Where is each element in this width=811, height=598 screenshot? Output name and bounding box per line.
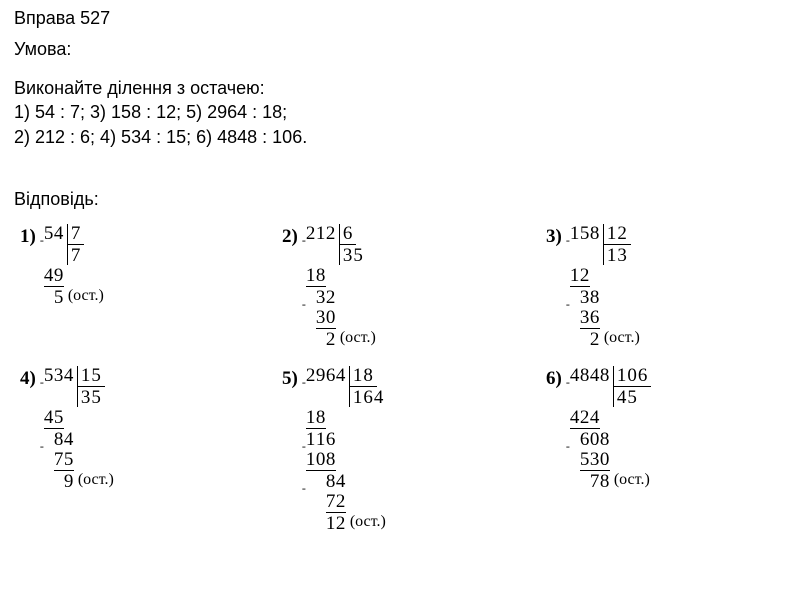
quotient: 164	[350, 387, 388, 407]
calc-step: -32	[302, 288, 376, 307]
calc-step: -116	[302, 430, 388, 449]
condition-intro: Виконайте ділення з остачею:	[14, 76, 797, 100]
problem-3: 3) -158 12 13 -12 -38 -36 -2(ост.)	[546, 224, 640, 350]
calc-step: -108	[302, 450, 388, 471]
calc-step: -49	[40, 266, 104, 287]
condition-line-1: 1) 54 : 7; 3) 158 : 12; 5) 2964 : 18;	[14, 100, 797, 124]
calc-step: -424	[566, 408, 652, 429]
calc-step: -18	[302, 408, 388, 429]
long-division-5: -2964 18 164 -18 -116 -108 -84	[302, 366, 388, 534]
calc-step: -2(ост.)	[302, 330, 376, 349]
problem-4: 4) -534 15 35 -45 -84 -75 -9(ост.)	[20, 366, 114, 492]
divisor: 12	[604, 224, 631, 245]
calc-step: -72	[302, 492, 388, 513]
calc-step: -75	[40, 450, 114, 471]
divisor: 18	[350, 366, 377, 387]
long-division-4: -534 15 35 -45 -84 -75 -9(ост.)	[40, 366, 114, 492]
remainder-label: (ост.)	[68, 288, 104, 304]
long-division-6: -4848 106 45 -424 -608 -530 -78(ост.)	[566, 366, 652, 492]
quotient: 13	[604, 245, 631, 265]
remainder-label: (ост.)	[350, 514, 386, 530]
problem-1-label: 1)	[20, 224, 36, 248]
quotient: 35	[340, 245, 367, 265]
problem-3-label: 3)	[546, 224, 562, 248]
long-division-2: -212 6 35 -18 -32 -30 -2(ост.)	[302, 224, 376, 350]
remainder-label: (ост.)	[340, 330, 376, 346]
divisor: 6	[340, 224, 357, 245]
problem-6-label: 6)	[546, 366, 562, 390]
remainder-label: (ост.)	[78, 472, 114, 488]
divisor: 15	[78, 366, 105, 387]
condition-text: Виконайте ділення з остачею: 1) 54 : 7; …	[14, 76, 797, 149]
dividend-row: -2964 18 164	[302, 366, 388, 407]
page: Вправа 527 Умова: Виконайте ділення з ос…	[0, 0, 811, 572]
problem-2-label: 2)	[282, 224, 298, 248]
calc-step: -18	[302, 266, 376, 287]
quotient: 7	[68, 245, 85, 265]
problem-2: 2) -212 6 35 -18 -32 -30 -2(ост.)	[282, 224, 376, 350]
answer-label: Відповідь:	[14, 189, 797, 210]
dividend-row: -158 12 13	[566, 224, 640, 265]
calc-step: -2(ост.)	[566, 330, 640, 349]
calc-step: -30	[302, 308, 376, 329]
calc-step: -78(ост.)	[566, 472, 652, 491]
calc-step: -84	[302, 472, 388, 491]
calc-step: -38	[566, 288, 640, 307]
calc-step: -12(ост.)	[302, 514, 388, 533]
calc-step: -36	[566, 308, 640, 329]
long-division-3: -158 12 13 -12 -38 -36 -2(ост.)	[566, 224, 640, 350]
problem-6: 6) -4848 106 45 -424 -608 -530 -78(ос	[546, 366, 651, 492]
problem-4-label: 4)	[20, 366, 36, 390]
quotient: 35	[78, 387, 105, 407]
dividend-row: -212 6 35	[302, 224, 376, 265]
condition-line-2: 2) 212 : 6; 4) 534 : 15; 6) 4848 : 106.	[14, 125, 797, 149]
dividend-row: -4848 106 45	[566, 366, 652, 407]
remainder-label: (ост.)	[604, 330, 640, 346]
problem-5: 5) -2964 18 164 -18 -116 -108 -84	[282, 366, 387, 534]
dividend-row: -54 7 7	[40, 224, 104, 265]
calc-step: -608	[566, 430, 652, 449]
remainder-label: (ост.)	[614, 472, 650, 488]
quotient: 45	[614, 387, 641, 407]
calc-step: -45	[40, 408, 114, 429]
calc-step: -530	[566, 450, 652, 471]
long-division-1: -54 7 7 -49 -5(ост.)	[40, 224, 104, 308]
dividend-row: -534 15 35	[40, 366, 114, 407]
problem-5-label: 5)	[282, 366, 298, 390]
problem-1: 1) -54 7 7 -49 -5(ост.)	[20, 224, 104, 308]
calc-step: -5(ост.)	[40, 288, 104, 307]
divisor: 106	[614, 366, 652, 387]
condition-label: Умова:	[14, 39, 797, 60]
exercise-title: Вправа 527	[14, 8, 797, 29]
calc-step: -84	[40, 430, 114, 449]
calc-step: -12	[566, 266, 640, 287]
calc-step: -9(ост.)	[40, 472, 114, 491]
worked-solutions: 1) -54 7 7 -49 -5(ост.) 2) -212 6	[14, 224, 794, 564]
divisor: 7	[68, 224, 85, 245]
